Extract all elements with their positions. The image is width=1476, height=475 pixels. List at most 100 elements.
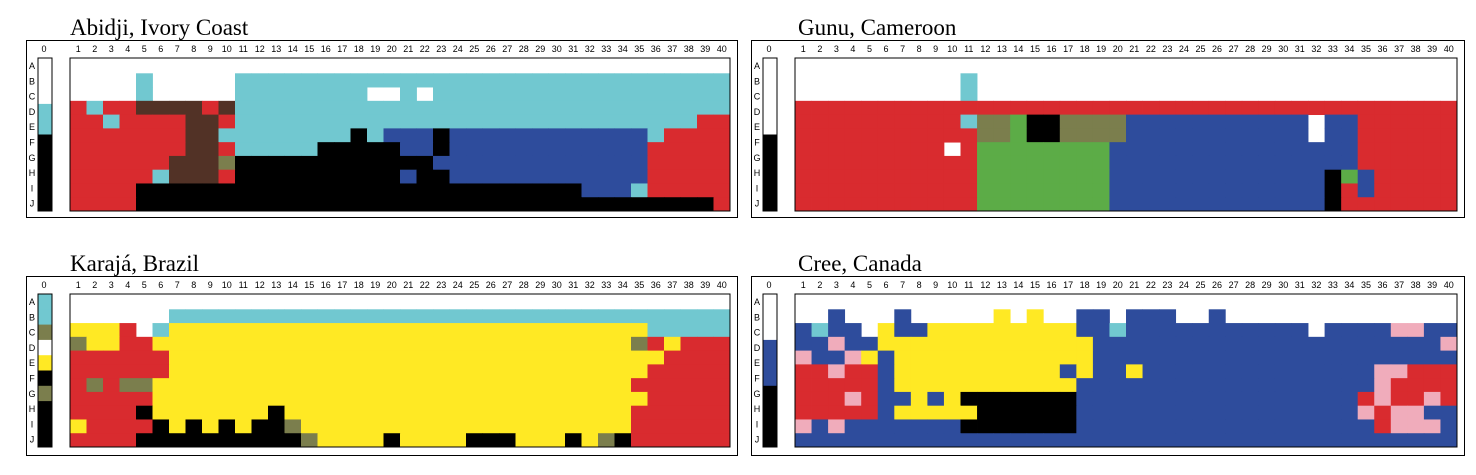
grid-border	[794, 293, 1458, 448]
grid-cell	[1291, 405, 1309, 420]
grid-cell	[713, 128, 731, 143]
grid-cell	[1258, 142, 1276, 157]
zero-column-label: 0	[41, 44, 46, 54]
grid-cell	[548, 128, 566, 143]
grid-cell	[466, 433, 483, 448]
grid-cell	[301, 87, 318, 102]
column-number: 24	[1179, 44, 1189, 54]
grid-cell	[152, 350, 170, 365]
grid-cell	[1010, 391, 1028, 407]
grid-cell	[795, 183, 812, 198]
grid-cell	[1374, 433, 1392, 448]
grid-cell	[400, 155, 417, 171]
column-number: 18	[354, 44, 364, 54]
grid-cell	[828, 419, 846, 434]
grid-cell	[1374, 128, 1392, 143]
grid-cell	[943, 100, 961, 116]
grid-cell	[614, 378, 632, 393]
column-number: 9	[208, 280, 213, 290]
column-number: 39	[1427, 44, 1437, 54]
column-number: 18	[354, 280, 364, 290]
grid-cell	[1241, 169, 1259, 184]
grid-cell	[713, 87, 731, 102]
column-number: 18	[1080, 280, 1090, 290]
grid-cell	[532, 364, 549, 379]
grid-cell	[795, 114, 812, 129]
grid-cell	[350, 87, 368, 102]
grid-cell	[1341, 155, 1359, 171]
grid-cell	[532, 87, 549, 102]
grid-cell	[185, 391, 203, 407]
column-number: 19	[1096, 280, 1106, 290]
grid-cell	[532, 419, 549, 434]
grid-cell	[152, 183, 170, 198]
grid-cell	[70, 128, 87, 143]
grid-cell	[1357, 378, 1375, 393]
grid-cell	[1324, 433, 1342, 448]
grid-cell	[565, 114, 582, 129]
grid-cell	[416, 405, 434, 420]
grid-cell	[449, 183, 467, 198]
grid-cell	[1010, 114, 1028, 129]
grid-cell	[1241, 391, 1259, 407]
grid-cell	[466, 155, 483, 171]
grid-cell	[614, 128, 632, 143]
grid-cell	[433, 405, 450, 420]
grid-cell	[1440, 391, 1458, 407]
grid-cell	[910, 391, 928, 407]
grid-cell	[433, 87, 450, 102]
grid-cell	[152, 197, 170, 212]
column-number: 26	[1212, 44, 1222, 54]
grid-cell	[416, 114, 434, 129]
grid-cell	[977, 350, 994, 365]
grid-cell	[1241, 197, 1259, 212]
grid-cell	[1092, 309, 1110, 324]
grid-cell	[894, 364, 912, 379]
grid-cell	[548, 433, 566, 448]
grid-cell	[86, 378, 104, 393]
grid-cell	[927, 169, 945, 184]
grid-cell	[1374, 197, 1392, 212]
grid-cell	[1208, 114, 1226, 129]
key-cell	[38, 324, 52, 341]
grid-cell	[877, 419, 895, 434]
grid-cell	[1126, 128, 1143, 143]
column-number: 23	[436, 280, 446, 290]
grid-cell	[1308, 364, 1325, 379]
grid-cell	[877, 155, 895, 171]
grid-cell	[1407, 336, 1425, 352]
grid-cell	[284, 197, 302, 212]
grid-cell	[400, 197, 417, 212]
grid-cell	[169, 155, 186, 171]
grid-cell	[515, 100, 533, 116]
row-letter: I	[756, 183, 759, 193]
grid-cell	[960, 142, 978, 157]
grid-cell	[1010, 323, 1028, 338]
row-letter: E	[754, 358, 760, 368]
row-letter: G	[753, 153, 760, 163]
grid-cell	[927, 183, 945, 198]
grid-cell	[697, 323, 714, 338]
grid-cell	[1225, 336, 1243, 352]
grid-cell	[532, 433, 549, 448]
grid-cell	[284, 433, 302, 448]
grid-cell	[1208, 378, 1226, 393]
grid-cell	[1291, 350, 1309, 365]
grid-cell	[811, 336, 829, 352]
grid-cell	[202, 433, 219, 448]
grid-cell	[1175, 378, 1193, 393]
column-number: 15	[1030, 280, 1040, 290]
grid-cell	[119, 391, 137, 407]
grid-cell	[1407, 433, 1425, 448]
grid-cell	[136, 364, 153, 379]
grid-cell	[185, 100, 203, 116]
grid-cell	[581, 323, 599, 338]
grid-cell	[581, 197, 599, 212]
column-number: 16	[321, 44, 331, 54]
grid-cell	[433, 350, 450, 365]
grid-cell	[251, 419, 269, 434]
column-number: 26	[486, 280, 496, 290]
grid-cell	[877, 100, 895, 116]
grid-cell	[861, 405, 879, 420]
row-letter: F	[754, 374, 760, 384]
